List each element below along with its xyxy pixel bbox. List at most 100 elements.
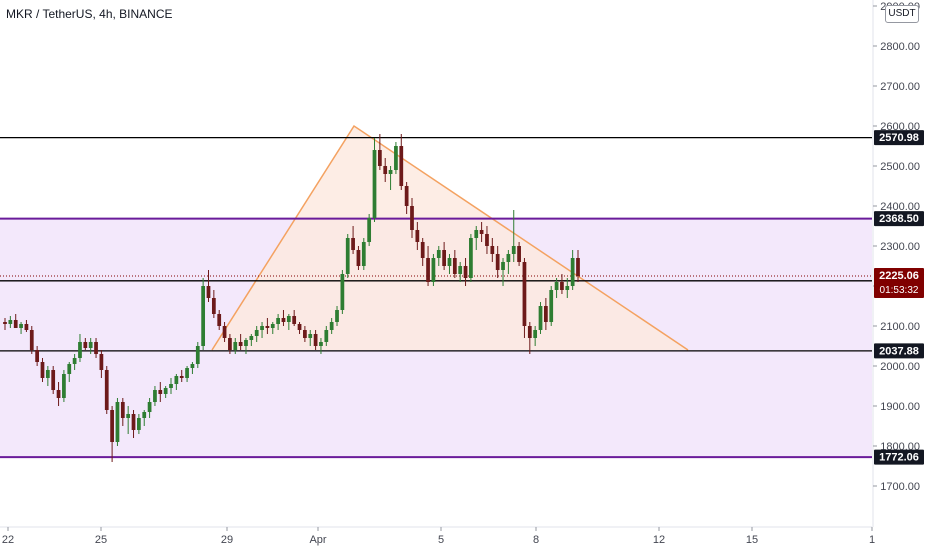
candle-body bbox=[185, 368, 189, 378]
candle-body bbox=[190, 364, 195, 368]
candle-body bbox=[431, 258, 436, 282]
candle-body bbox=[120, 402, 125, 418]
candle-body bbox=[517, 246, 521, 262]
price-axis[interactable]: 1700.001800.001900.002000.002100.002200.… bbox=[872, 0, 920, 527]
time-axis[interactable]: 22 25 29 Apr 5 8 12 15 1 bbox=[0, 526, 875, 546]
y-tick-label: 2100.00 bbox=[880, 321, 920, 333]
candle-body bbox=[217, 314, 222, 326]
candle-body bbox=[276, 318, 280, 324]
candle-body bbox=[249, 336, 254, 340]
candle-body bbox=[303, 330, 307, 338]
candle-body bbox=[158, 390, 163, 394]
candle-body bbox=[458, 266, 463, 274]
candle-body bbox=[56, 390, 61, 398]
candle-body bbox=[329, 322, 334, 330]
y-tick-label: 2400.00 bbox=[880, 201, 920, 213]
candle-body bbox=[228, 338, 232, 350]
candle-body bbox=[420, 242, 425, 258]
candle-body bbox=[99, 354, 104, 370]
candle-body bbox=[94, 342, 98, 354]
candle-body bbox=[78, 342, 82, 358]
candle-body bbox=[238, 342, 243, 346]
x-tick-label: 8 bbox=[533, 534, 539, 546]
candle-body bbox=[265, 326, 270, 328]
candle-body bbox=[340, 274, 345, 310]
level-price-tag-label: 1772.06 bbox=[879, 452, 919, 464]
candle-body bbox=[469, 238, 473, 278]
candle-body bbox=[351, 238, 355, 250]
candle-body bbox=[565, 286, 570, 290]
candle-body bbox=[538, 306, 543, 330]
x-tick-label: 15 bbox=[746, 534, 758, 546]
candle-body bbox=[29, 330, 34, 350]
candle-body bbox=[110, 410, 114, 442]
candle-body bbox=[361, 242, 366, 266]
candle-body bbox=[308, 334, 313, 338]
candle-body bbox=[367, 218, 372, 242]
current-price-tag-label: 2225.06 bbox=[879, 270, 919, 282]
price-tags: 2570.982368.502212.992037.881772.062225.… bbox=[874, 130, 924, 465]
candle-body bbox=[254, 330, 259, 336]
x-tick-label: 25 bbox=[95, 534, 107, 546]
candle-body bbox=[45, 370, 50, 378]
candle-body bbox=[404, 186, 409, 206]
level-price-tag-bg bbox=[874, 449, 924, 465]
candle-body bbox=[222, 326, 227, 338]
candle-body bbox=[495, 254, 500, 270]
candle-body bbox=[297, 324, 302, 330]
candle-body bbox=[356, 250, 361, 266]
candle-body bbox=[377, 150, 382, 166]
candle-body bbox=[549, 290, 554, 322]
candle-body bbox=[163, 388, 168, 394]
candle-body bbox=[244, 340, 248, 346]
candle-body bbox=[576, 258, 580, 276]
candle-body bbox=[13, 320, 18, 328]
horizontal-levels bbox=[0, 136, 872, 459]
x-tick-label: 12 bbox=[653, 534, 665, 546]
candle-body bbox=[372, 150, 377, 218]
candle-body bbox=[19, 324, 23, 328]
candle-body bbox=[169, 384, 173, 388]
candle-body bbox=[206, 286, 211, 298]
candle-body bbox=[147, 402, 152, 412]
level-price-tag-label: 2037.88 bbox=[879, 345, 919, 357]
candles bbox=[3, 134, 580, 462]
y-tick-label: 2300.00 bbox=[880, 241, 920, 253]
candle-body bbox=[410, 206, 414, 230]
y-tick-label: 2000.00 bbox=[880, 361, 920, 373]
candle-body bbox=[51, 370, 56, 390]
candle-body bbox=[153, 390, 157, 402]
candle-body bbox=[281, 318, 286, 322]
candle-body bbox=[324, 330, 329, 342]
current-price-tag-bg bbox=[874, 267, 924, 298]
candle-body bbox=[179, 376, 184, 378]
candle-body bbox=[83, 342, 88, 348]
candle-body bbox=[436, 250, 441, 258]
candle-body bbox=[570, 258, 575, 286]
candle-body bbox=[383, 166, 388, 174]
level-price-tag-label: 2570.98 bbox=[879, 132, 919, 144]
candle-body bbox=[447, 258, 452, 266]
candle-body bbox=[506, 254, 511, 262]
x-tick-label: 1 bbox=[869, 534, 875, 546]
candle-body bbox=[399, 146, 404, 186]
triangle-fill bbox=[212, 126, 688, 350]
level-price-tag-bg bbox=[874, 211, 924, 227]
candle-body bbox=[292, 316, 297, 324]
x-tick-label: 22 bbox=[2, 534, 14, 546]
candle-body bbox=[560, 282, 564, 290]
candle-body bbox=[24, 324, 29, 330]
x-tick-label: 29 bbox=[221, 534, 233, 546]
level-price-tag-bg bbox=[874, 130, 924, 146]
candle-body bbox=[40, 362, 45, 378]
candle-body bbox=[211, 298, 216, 314]
y-tick-label: 2800.00 bbox=[880, 41, 920, 53]
candle-body bbox=[88, 342, 93, 348]
candle-body bbox=[126, 414, 131, 418]
candle-body bbox=[115, 402, 120, 442]
candle-body bbox=[72, 358, 77, 364]
candle-body bbox=[533, 330, 538, 338]
currency-badge[interactable]: USDT bbox=[885, 5, 919, 23]
